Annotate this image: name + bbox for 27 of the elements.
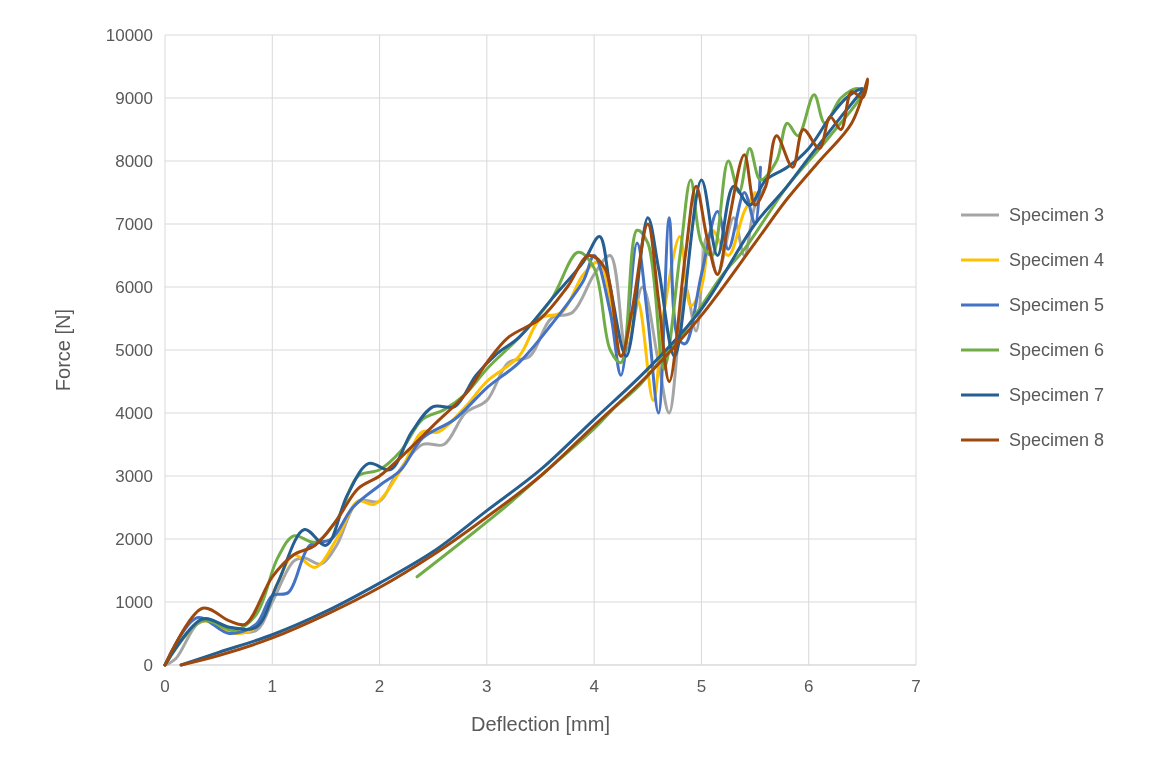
y-tick-label: 8000: [115, 152, 153, 171]
y-tick-label: 10000: [105, 26, 153, 45]
x-tick-label: 7: [911, 677, 921, 696]
legend-label: Specimen 4: [1009, 250, 1105, 270]
x-tick-label: 6: [803, 677, 814, 696]
x-tick-label: 3: [482, 677, 492, 696]
legend-label: Specimen 6: [1009, 340, 1105, 360]
y-tick-label: 0: [143, 656, 153, 675]
y-tick-label: 5000: [115, 341, 153, 360]
legend-label: Specimen 5: [1009, 295, 1105, 315]
x-tick-label: 5: [696, 677, 707, 696]
y-tick-label: 3000: [115, 467, 153, 486]
legend-label: Specimen 3: [1009, 205, 1105, 225]
x-tick-label: 1: [267, 677, 278, 696]
y-tick-label: 9000: [115, 89, 153, 108]
y-axis-title: Force [N]: [52, 308, 74, 392]
y-tick-label: 7000: [115, 215, 153, 234]
x-tick-label: 4: [589, 677, 599, 696]
legend-label: Specimen 7: [1009, 385, 1105, 405]
y-tick-label: 2000: [115, 530, 153, 549]
y-tick-label: 6000: [115, 278, 153, 297]
y-tick-label: 1000: [115, 593, 153, 612]
x-tick-label: 2: [374, 677, 385, 696]
x-tick-label: 0: [160, 677, 170, 696]
x-axis-title: Deflection [mm]: [471, 713, 610, 735]
legend-label: Specimen 8: [1009, 430, 1105, 450]
y-tick-label: 4000: [115, 404, 153, 423]
